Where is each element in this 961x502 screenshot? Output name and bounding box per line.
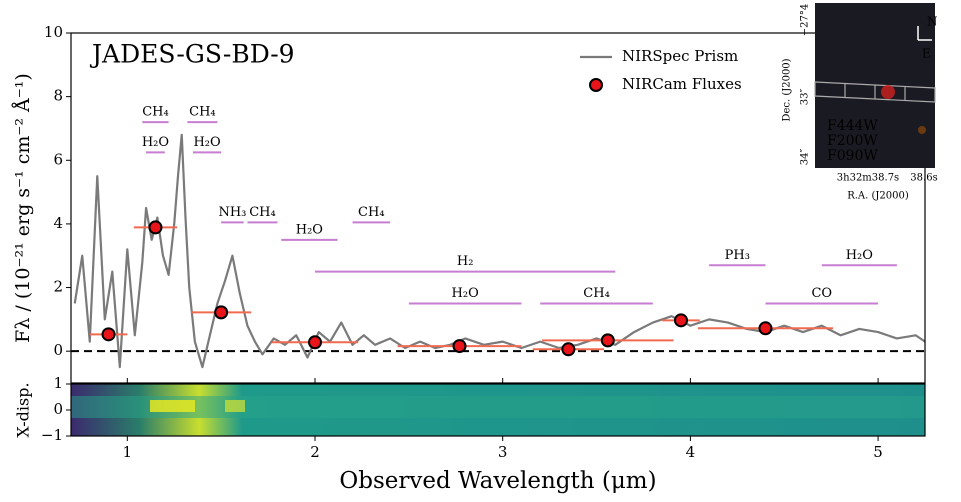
y-tick-label: 10 (44, 23, 63, 41)
flux-point (308, 335, 322, 350)
inset-ra-tick: 3h32m38.7s (837, 173, 899, 184)
flux-point (758, 321, 773, 336)
y-tick-label: 6 (53, 150, 63, 168)
y-tick-label: 4 (53, 214, 63, 232)
inset-dec-label: Dec. (J2000) (782, 58, 793, 121)
xdisp-bright (225, 400, 245, 412)
chart-title: JADES-GS-BD-9 (89, 40, 295, 69)
y-tick-label: 0 (53, 400, 63, 418)
y-tick-label: 1 (53, 374, 63, 392)
x-tick-label: 5 (873, 443, 883, 461)
filter-label: F444W (827, 118, 878, 134)
y-tick-label: 2 (53, 278, 63, 296)
x-tick-label: 4 (686, 443, 696, 461)
band-label: H₂O (193, 135, 220, 150)
band-label: CH₄ (583, 286, 610, 301)
plot-frame (70, 383, 926, 437)
band-label: CH₄ (358, 205, 385, 220)
band-label: CO (811, 286, 832, 301)
y-axis-label: X-disp. (14, 382, 33, 437)
band-label: H₂ (457, 254, 474, 269)
flux-point (452, 339, 467, 354)
x-tick-label: 3 (498, 443, 508, 461)
flux-point (148, 220, 163, 235)
compass-n: N (927, 15, 938, 29)
flux-point (600, 333, 615, 348)
filter-label: F090W (827, 148, 878, 164)
inset-ra-tick: 38.6s (910, 173, 937, 184)
source (881, 85, 895, 99)
x-tick-label: 2 (310, 443, 320, 461)
x-tick-label: 1 (123, 443, 133, 461)
inset-dec-tick: −27°4 (800, 4, 811, 36)
flux-point (674, 313, 688, 328)
inset-ra-label: R.A. (J2000) (847, 191, 909, 202)
flux-point (561, 342, 576, 357)
compass-e: E (922, 47, 931, 61)
band-label: H₂O (452, 286, 479, 301)
xdisp-bright (150, 400, 195, 412)
band-label: H₂O (142, 135, 169, 150)
band-label: CH₄ (249, 205, 276, 220)
legend-label: NIRCam Fluxes (622, 75, 742, 93)
flux-point (214, 305, 229, 320)
band-label: H₂O (296, 222, 323, 237)
source (918, 126, 926, 134)
x-axis-label: Observed Wavelength (μm) (339, 468, 656, 494)
xdisp-trace (71, 396, 925, 418)
plot-frame (70, 32, 926, 384)
inset-dec-tick: 34″ (800, 149, 811, 166)
band-label: H₂O (846, 248, 873, 263)
band-label: CH₄ (189, 105, 216, 120)
legend-swatch (589, 78, 603, 92)
compass (917, 26, 932, 41)
y-tick-label: 8 (53, 87, 63, 105)
inset: Dec. (J2000) −27°4 33″ 34″ 3h32m38.7s 38.6sR.… (782, 3, 938, 202)
band-label: PH₃ (725, 248, 750, 263)
band-label: NH₃ (218, 205, 246, 220)
legend-label: NIRSpec Prism (622, 47, 738, 65)
y-axis-label: Fλ / (10⁻²¹ erg s⁻¹ cm⁻² Å⁻¹) (12, 73, 34, 343)
y-tick-label: 0 (53, 341, 63, 359)
spectrum-line (73, 133, 926, 369)
filter-label: F200W (827, 133, 878, 149)
slit (814, 81, 936, 103)
y-tick-label: −1 (41, 426, 63, 444)
band-label: CH₄ (142, 105, 169, 120)
flux-point (101, 327, 116, 342)
inset-dec-tick: 33″ (800, 89, 811, 106)
